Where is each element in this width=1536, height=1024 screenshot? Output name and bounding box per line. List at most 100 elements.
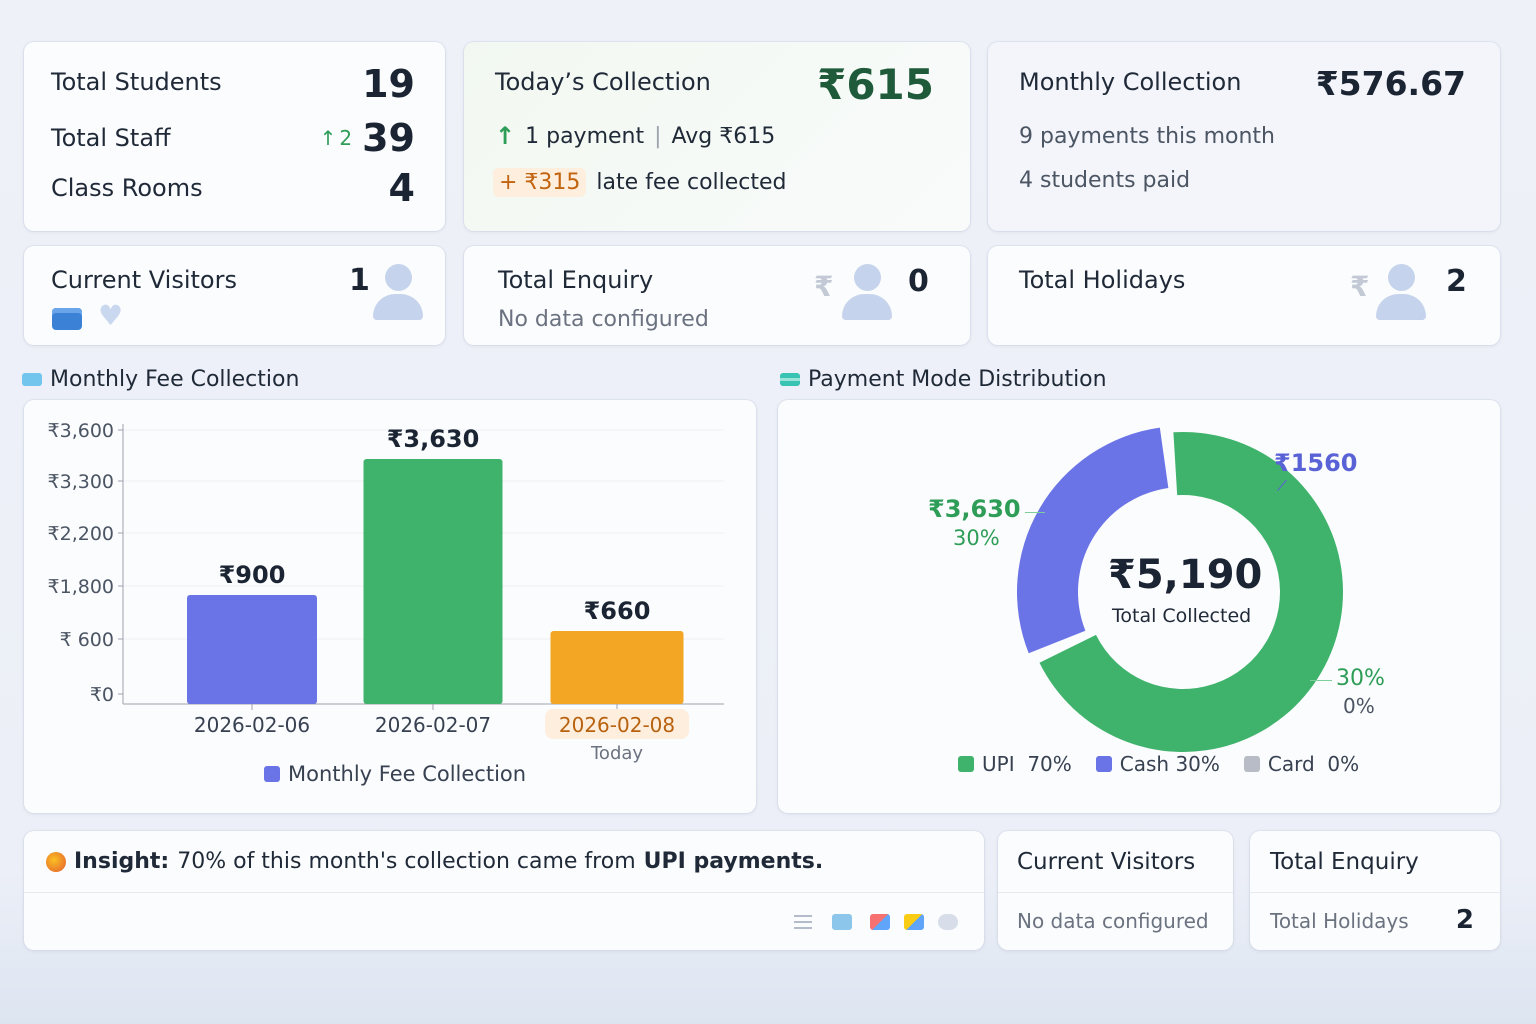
upi-percent-label: 30% xyxy=(953,526,1000,550)
arrow-up-icon: ↑ xyxy=(495,122,516,150)
bottom-visitors-label: Current Visitors xyxy=(1017,849,1196,875)
total-holidays-label: Total Holidays xyxy=(1019,266,1186,294)
legend-upi: UPI 70% xyxy=(958,752,1072,776)
donut-chart xyxy=(1017,427,1343,752)
bar-legend-label: Monthly Fee Collection xyxy=(288,762,527,786)
user-icon xyxy=(373,264,423,322)
current-visitors-label: Current Visitors xyxy=(51,266,237,294)
bar-value-label: ₹660 xyxy=(584,597,651,625)
insight-card: Insight: 70% of this month's collection … xyxy=(24,831,984,950)
user-icon xyxy=(1376,264,1426,322)
total-enquiry-value: 0 xyxy=(908,264,929,299)
y-tick-label: ₹1,800 xyxy=(48,576,114,598)
slice-upi xyxy=(1039,432,1343,752)
photos-icon[interactable] xyxy=(870,914,890,930)
pie-legend: UPI 70% Cash 30% Card 0% xyxy=(958,752,1359,776)
y-tick-label: ₹3,600 xyxy=(48,420,114,442)
class-rooms-value: 4 xyxy=(388,166,415,210)
bottom-visitors-card[interactable]: Current Visitors No data configured xyxy=(998,831,1233,950)
slice-cash xyxy=(1017,427,1169,654)
today-highlight xyxy=(545,709,689,739)
late-fee-text: late fee collected xyxy=(596,170,787,195)
arrow-up-icon: ↑ xyxy=(319,126,337,150)
user-icon xyxy=(842,264,892,322)
donut-hole xyxy=(1088,497,1278,687)
donut-center-label: Total Collected xyxy=(1112,605,1252,627)
y-tick-label: ₹3,300 xyxy=(48,471,114,493)
pie-chart-card: ₹3,630 30% ₹1560 30% 0% ₹5,190 Total Col… xyxy=(778,400,1500,813)
todays-collection-card: Today’s Collection ₹615 ↑ 1 payment | Av… xyxy=(464,42,970,231)
folder-icon xyxy=(52,308,82,330)
connector-line xyxy=(1310,680,1332,681)
average-payment: Avg ₹615 xyxy=(671,123,776,149)
y-tick-label: ₹0 xyxy=(90,684,114,706)
total-staff-label: Total Staff xyxy=(51,124,171,152)
rupee-icon: ₹ xyxy=(1350,270,1370,303)
total-staff-value: 39 xyxy=(362,116,415,160)
pie-section-title: Payment Mode Distribution xyxy=(780,367,1107,392)
y-tick-label: ₹ 600 xyxy=(60,629,114,651)
x-tick-label: 2026-02-08 xyxy=(559,713,675,737)
bar-legend: Monthly Fee Collection xyxy=(264,762,526,786)
total-holidays-value: 2 xyxy=(1446,264,1467,299)
total-enquiry-card[interactable]: Total Enquiry No data configured ₹ 0 xyxy=(464,246,970,345)
monthly-payments-count: 9 payments this month xyxy=(1019,124,1275,149)
staff-delta-badge: ↑ 2 xyxy=(319,126,353,150)
insight-prefix: Insight: xyxy=(74,849,170,874)
cash-amount-label: ₹1560 xyxy=(1274,449,1358,477)
bar-2026-02-08 xyxy=(550,631,684,704)
video-icon[interactable] xyxy=(938,914,958,930)
bottom-visitors-sub: No data configured xyxy=(1017,909,1209,933)
bar-2026-02-07 xyxy=(363,459,503,704)
monthly-collection-amount: ₹576.67 xyxy=(1315,64,1466,103)
right-percent-label-2: 0% xyxy=(1343,694,1375,718)
bar-value-label: ₹900 xyxy=(219,561,286,589)
connector-line xyxy=(1025,512,1045,513)
bar-2026-02-06 xyxy=(187,595,317,704)
bulb-icon xyxy=(46,851,66,872)
total-students-value: 19 xyxy=(362,62,415,106)
upi-amount-label: ₹3,630 xyxy=(928,495,1021,523)
divider xyxy=(24,892,984,893)
divider xyxy=(998,892,1233,893)
divider xyxy=(1250,892,1500,893)
right-percent-label: 30% xyxy=(1336,666,1385,691)
heart-icon: ♥ xyxy=(98,299,124,332)
insight-text: 70% of this month's collection came from xyxy=(177,849,636,874)
total-enquiry-label: Total Enquiry xyxy=(498,266,654,294)
rupee-icon: ₹ xyxy=(814,270,834,303)
payment-count: 1 payment xyxy=(525,123,645,149)
current-visitors-value: 1 xyxy=(349,263,370,298)
x-tick-label: 2026-02-07 xyxy=(375,713,491,737)
gallery-icon[interactable] xyxy=(904,914,924,930)
todays-collection-amount: ₹615 xyxy=(817,60,934,109)
monthly-collection-title: Monthly Collection xyxy=(1019,68,1242,96)
current-visitors-card[interactable]: Current Visitors 1 ♥ xyxy=(24,246,445,345)
total-holidays-card[interactable]: Total Holidays ₹ 2 xyxy=(988,246,1500,345)
y-tick-label: ₹2,200 xyxy=(48,523,114,545)
x-tick-label: 2026-02-06 xyxy=(194,713,310,737)
today-label: Today xyxy=(591,743,644,764)
total-enquiry-sub: No data configured xyxy=(498,307,709,332)
bar-legend-swatch xyxy=(264,766,280,782)
bar-value-label: ₹3,630 xyxy=(387,425,480,453)
bottom-enquiry-card[interactable]: Total Enquiry Total Holidays 2 xyxy=(1250,831,1500,950)
bar-section-title: Monthly Fee Collection xyxy=(22,367,299,392)
late-fee-badge: + ₹315 xyxy=(493,168,587,197)
total-students-label: Total Students xyxy=(51,68,222,96)
bar-chart-card: ₹0 ₹ 600 ₹1,800 ₹2,200 ₹3,300 ₹3,600 ₹900 2026-… xyxy=(24,400,756,813)
menu-icon[interactable] xyxy=(794,915,812,929)
card-icon xyxy=(780,373,800,386)
image-icon[interactable] xyxy=(832,914,852,930)
bottom-holidays-value: 2 xyxy=(1455,905,1474,935)
legend-card: Card 0% xyxy=(1243,752,1359,776)
bar-chart: ₹0 ₹ 600 ₹1,800 ₹2,200 ₹3,300 ₹3,600 ₹900 2026-… xyxy=(48,420,724,739)
class-rooms-label: Class Rooms xyxy=(51,174,203,202)
bottom-holidays-label: Total Holidays xyxy=(1270,909,1409,933)
monthly-collection-card: Monthly Collection ₹576.67 9 payments th… xyxy=(988,42,1500,231)
todays-collection-title: Today’s Collection xyxy=(495,68,711,96)
chart-icon xyxy=(22,373,42,386)
stats-card: Total Students 19 Total Staff ↑ 2 39 Clas… xyxy=(24,42,445,231)
donut-center-value: ₹5,190 xyxy=(1108,552,1263,598)
students-paid-count: 4 students paid xyxy=(1019,168,1191,193)
